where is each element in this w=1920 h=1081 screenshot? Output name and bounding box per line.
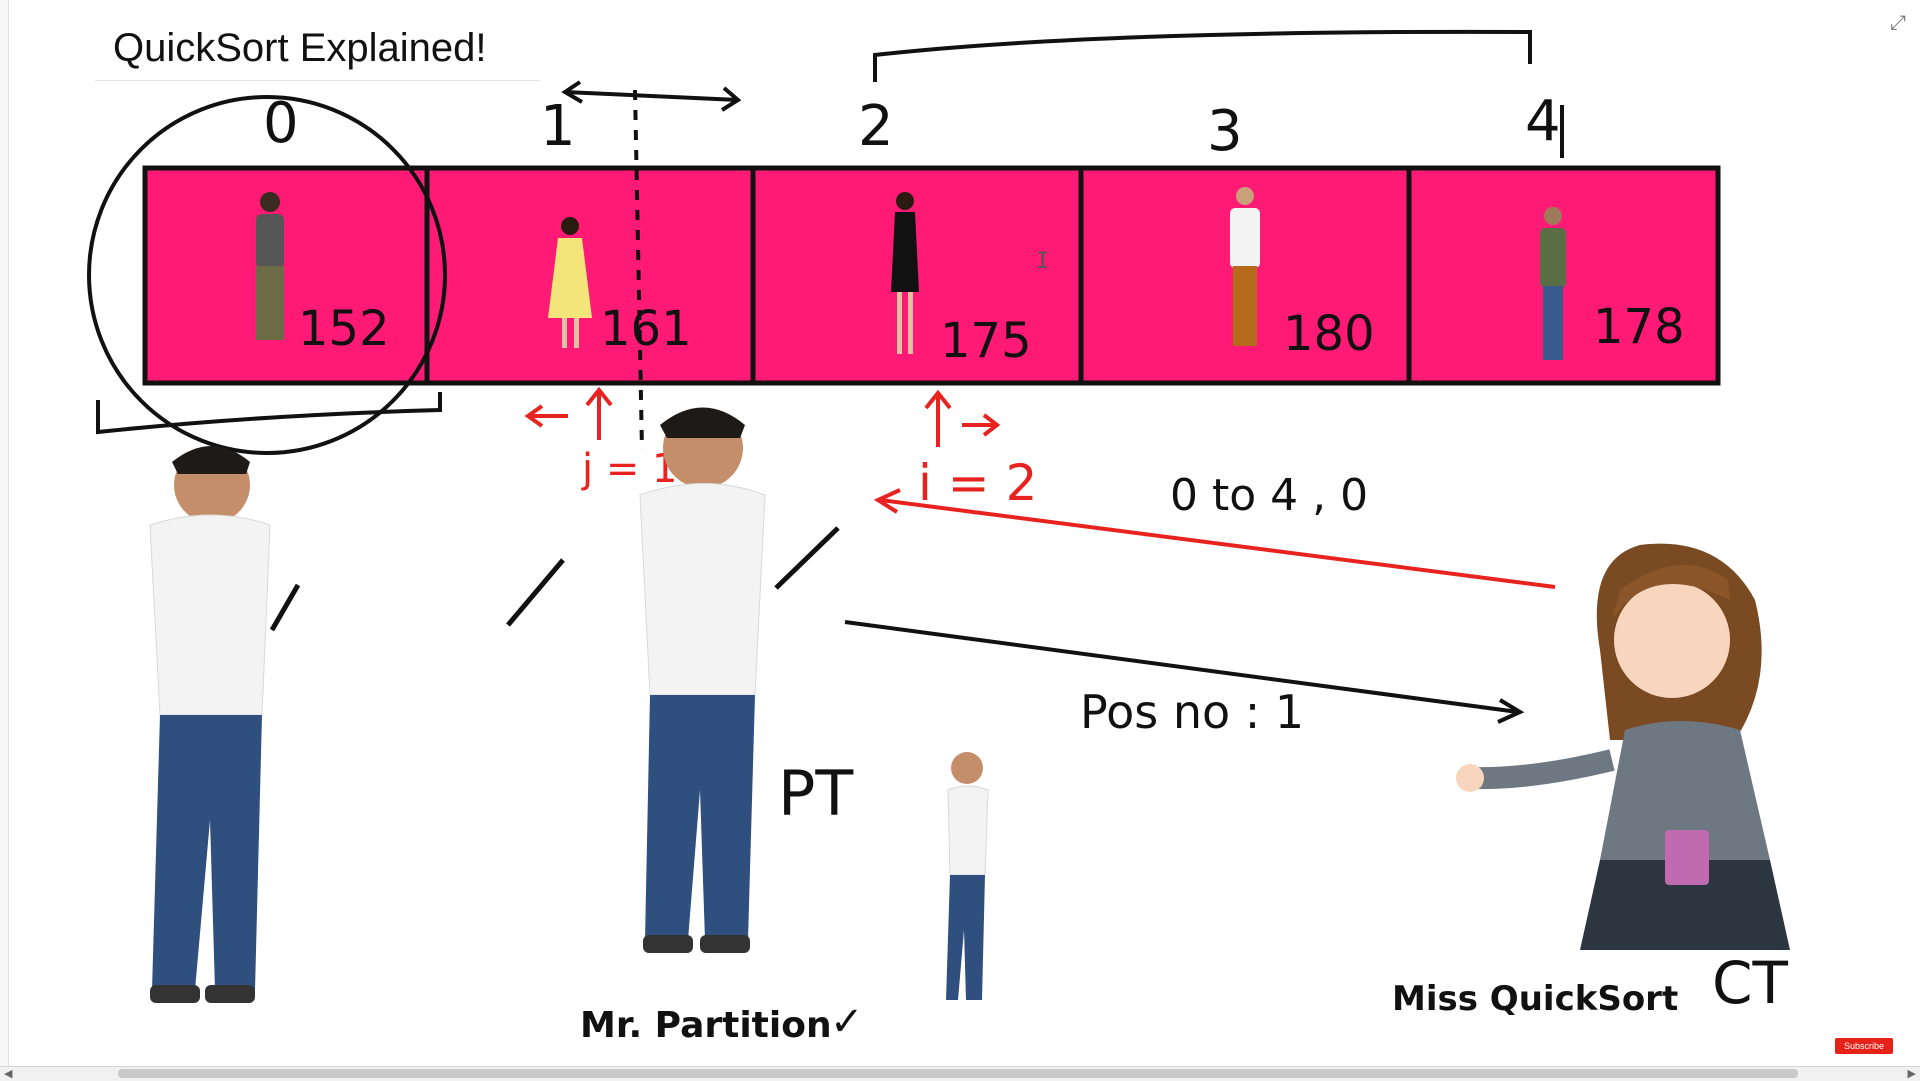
person-in-cell-0: [256, 192, 284, 340]
person-in-cell-1: [548, 217, 592, 348]
height-3: 180: [1283, 306, 1375, 362]
return-note: Pos no : 1: [1080, 685, 1304, 739]
height-4: 178: [1593, 299, 1685, 355]
range-note: 0 to 4 , 0: [1170, 470, 1368, 521]
pointer-i-arrows: [924, 389, 1001, 447]
pointer-i-label: i = 2: [918, 454, 1037, 512]
miss-quicksort-figure: [1456, 543, 1790, 950]
cell-0: [142, 165, 430, 386]
miss-quicksort-caption: Miss QuickSort: [1392, 979, 1678, 1019]
index-3: 3: [1207, 99, 1243, 164]
height-1: 161: [600, 301, 692, 357]
pivot-bracket: [96, 392, 442, 435]
stylus-stroke-2: [506, 558, 565, 627]
mr-partition-figure-center: [639, 407, 766, 953]
return-arrow: [844, 620, 1525, 724]
pointer-j-arrows: [524, 386, 613, 440]
call-arrow: [873, 488, 1556, 589]
index-0: 0: [263, 91, 299, 156]
person-in-cell-4: [1540, 207, 1566, 360]
slide-title: QuickSort Explained!: [113, 26, 487, 70]
mr-partition-figure-small: [946, 752, 989, 1000]
partition-divider: [633, 89, 644, 451]
person-in-cell-2: [891, 192, 919, 354]
subscribe-button[interactable]: Subscribe: [1835, 1038, 1893, 1054]
scroll-right-icon[interactable]: ▶: [1907, 1068, 1916, 1080]
horizontal-scrollbar[interactable]: ◀ ▶: [0, 1066, 1920, 1081]
stylus-stroke-1: [269, 583, 301, 632]
left-margin: [0, 0, 9, 1066]
expand-icon[interactable]: ⤢: [1890, 12, 1906, 34]
swap-arrow: [561, 80, 742, 112]
stylus-stroke-3: [774, 526, 840, 590]
scrollbar-thumb[interactable]: [118, 1069, 1798, 1078]
height-labels: 152 161 175 180 178: [298, 299, 1685, 369]
height-0: 152: [298, 301, 390, 357]
range-bracket: [873, 29, 1532, 82]
person-in-cell-3: [1230, 187, 1260, 346]
pt-tag: PT: [778, 757, 854, 830]
index-4: 4: [1525, 89, 1561, 154]
scroll-left-icon[interactable]: ◀: [4, 1068, 13, 1080]
text-cursor-icon: I: [1036, 249, 1049, 274]
height-2: 175: [940, 313, 1032, 369]
mr-partition-check: ✓: [830, 999, 864, 1045]
cell-1: [424, 165, 756, 386]
index-1: 1: [540, 94, 576, 159]
title-underline: [95, 80, 540, 81]
index-2: 2: [858, 94, 894, 159]
mr-partition-figure-left: [149, 446, 271, 1003]
ct-tag: CT: [1712, 949, 1788, 1017]
pointer-j-label: j = 1: [581, 446, 678, 492]
pivot-circle: [87, 95, 447, 455]
index-labels: 0 1 2 3 4: [263, 89, 1561, 164]
mr-partition-caption: Mr. Partition: [580, 1005, 832, 1046]
